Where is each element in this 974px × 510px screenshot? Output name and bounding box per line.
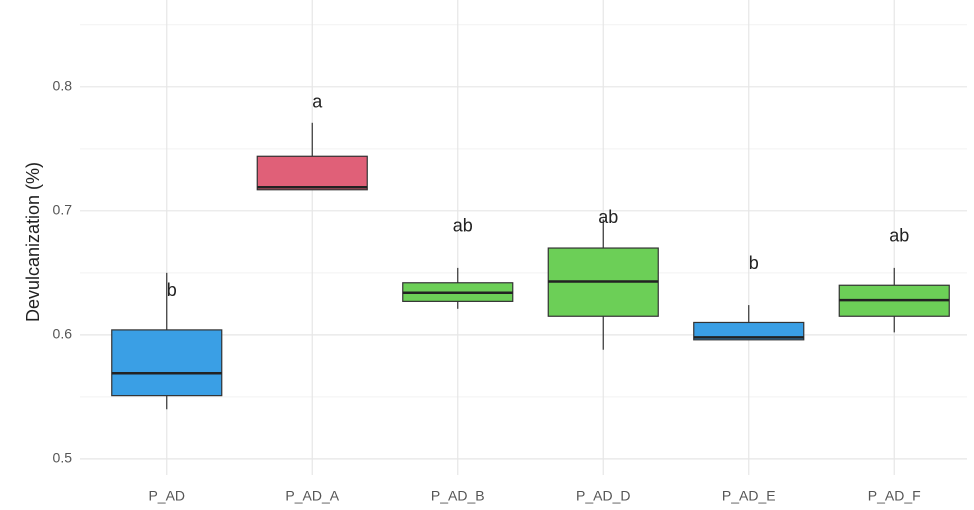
- y-tick-label: 0.7: [53, 202, 73, 218]
- box: [111, 329, 223, 397]
- y-tick-label: 0.8: [53, 78, 73, 94]
- y-tick-label: 0.6: [53, 326, 73, 342]
- group-letter: ab: [598, 207, 618, 227]
- x-tick-label: P_AD: [148, 488, 185, 504]
- x-tick-label: P_AD_B: [431, 488, 485, 504]
- group-letter: b: [167, 280, 177, 300]
- y-tick-label: 0.5: [53, 450, 73, 466]
- y-axis-label: Devulcanization (%): [23, 162, 43, 322]
- group-letter: ab: [453, 216, 473, 236]
- group-letter: ab: [889, 226, 909, 246]
- group-letter: b: [749, 253, 759, 273]
- box: [256, 155, 368, 191]
- x-tick-label: P_AD_F: [868, 488, 921, 504]
- x-tick-label: P_AD_E: [722, 488, 776, 504]
- x-tick-label: P_AD_D: [576, 488, 630, 504]
- box: [693, 321, 805, 341]
- group-letter: a: [312, 92, 323, 112]
- x-tick-label: P_AD_A: [285, 488, 339, 504]
